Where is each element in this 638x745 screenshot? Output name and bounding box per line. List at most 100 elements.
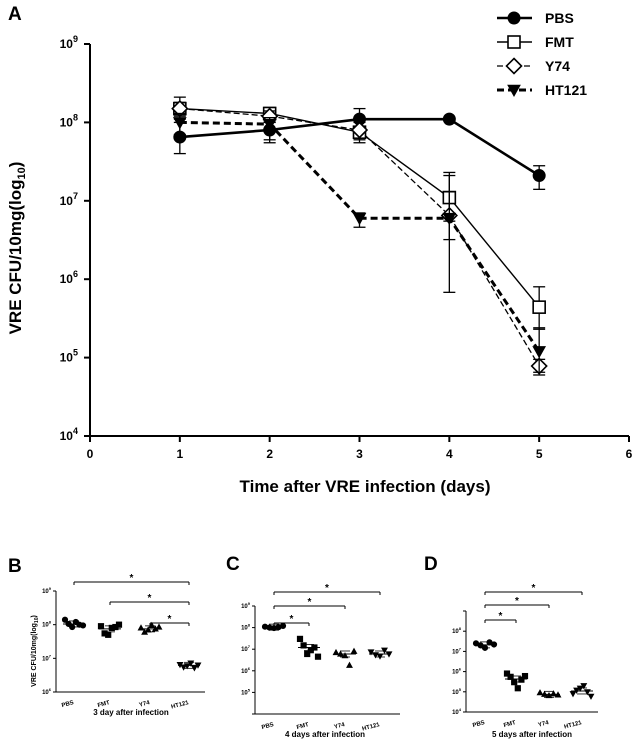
panel-b-y-axis-title: VRE CFU/10mg(log10) [31,615,40,687]
y-tick-base: 10 [42,589,49,595]
legend-marker-fmt [507,35,521,49]
y-tick-label: 105 [60,348,78,365]
x-axis-title: Time after VRE infection (days) [240,477,491,496]
x-tick-label: Y74 [334,722,347,731]
data-point-y74 [350,121,369,139]
data-point-ht121 [367,649,375,656]
x-tick-label: PBS [472,720,485,729]
x-tick-label: 4 [446,447,453,461]
legend-marker-ht121 [507,84,521,98]
data-point-fmt [115,621,123,628]
x-tick-label: 6 [626,447,633,461]
data-point-y74 [332,648,340,656]
y-tick-label: 108 [452,626,462,635]
y-tick-exp: 4 [459,707,462,712]
data-point-ht121 [442,212,457,226]
y-tick-label: 105 [241,687,251,696]
x-tick-label: 0 [87,447,94,461]
y-tick-base: 10 [60,194,74,208]
y-tick-label: 106 [452,667,462,676]
data-point-fmt [314,653,322,660]
y-tick-base: 10 [60,37,74,51]
y-tick-label: 109 [241,601,251,610]
data-point-ht121 [381,647,388,654]
y-tick-exp: 8 [73,112,78,122]
y-tick-exp: 7 [73,191,78,201]
data-point-ht121 [580,683,588,690]
data-point-ht121 [576,685,584,692]
y-tick-exp: 8 [459,626,462,631]
y-tick-label: 104 [452,707,462,716]
y-tick-exp: 8 [248,623,251,628]
y-tick-base: 10 [60,351,74,365]
data-point-y74 [346,661,353,668]
data-point-ht121 [352,212,367,226]
panel-label-a: A [8,4,22,25]
data-point-fmt [304,650,311,658]
y-tick-exp: 9 [49,586,52,591]
y-tick-base: 10 [241,604,248,610]
x-axis-title: 5 days after infection [492,730,572,739]
y-tick-exp: 7 [248,644,251,649]
y-tick-base: 10 [452,690,459,696]
y-tick-exp: 9 [248,601,251,606]
y-tick-label: 106 [241,666,251,675]
significance-star: * [308,597,312,608]
data-point-ht121 [376,653,384,660]
data-point-ht121 [573,687,581,694]
y-tick-exp: 7 [49,653,52,658]
significance-star: * [148,593,152,604]
x-tick-label: FMT [97,700,111,709]
legend-item-y74: Y74 [497,57,570,75]
x-axis-title: 4 days after infection [285,730,365,739]
data-point-ht121 [587,693,595,700]
significance-star: * [515,596,519,607]
series-ht121 [172,112,547,376]
y-tick-base: 10 [452,670,459,676]
y-tick-base: 10 [60,115,74,129]
x-tick-label: Y74 [139,700,152,709]
data-point-pbs [61,616,69,623]
series-line-ht121 [179,120,541,353]
legend-label: Y74 [545,58,570,74]
data-point-fmt [514,685,521,692]
y-tick-exp: 5 [73,348,78,358]
y-tick-label: 108 [42,620,52,629]
y-tick-base: 10 [452,710,459,716]
x-tick-label: 1 [176,447,183,461]
legend-item-pbs: PBS [497,10,574,26]
y-tick-label: 105 [452,687,462,696]
data-point-fmt [518,676,525,683]
x-tick-label: PBS [61,700,74,709]
x-tick-label: FMT [503,720,517,729]
x-axis-title: 3 day after infection [93,708,169,717]
significance-star: * [168,614,172,625]
data-point-pbs [442,112,456,126]
y-tick-base: 10 [42,656,49,662]
y-tick-exp: 5 [248,687,251,692]
y-tick-exp: 9 [73,34,78,44]
legend-item-ht121: HT121 [497,82,587,98]
y-tick-label: 108 [241,623,251,632]
y-tick-label: 109 [42,586,52,595]
data-point-ht121 [183,663,191,670]
legend-label: HT121 [545,82,587,98]
y-tick-label: 107 [241,644,251,653]
y-tick-label: 107 [60,191,78,208]
panel-label-d: D [424,554,438,575]
y-tick-exp: 6 [73,269,78,279]
legend-marker-pbs [507,11,521,25]
y-tick-exp: 6 [248,666,251,671]
main-y-axis-title: VRE CFU/10mg(log10) [6,162,28,335]
y-tick-base: 10 [42,623,49,629]
y-tick-exp: 5 [459,687,462,692]
data-point-pbs [532,169,546,183]
y-tick-exp: 6 [459,667,462,672]
data-point-fmt [532,300,546,314]
data-point-fmt [296,635,304,642]
data-point-ht121 [262,118,277,132]
y-tick-label: 109 [60,34,78,51]
y-tick-base: 10 [241,647,248,653]
